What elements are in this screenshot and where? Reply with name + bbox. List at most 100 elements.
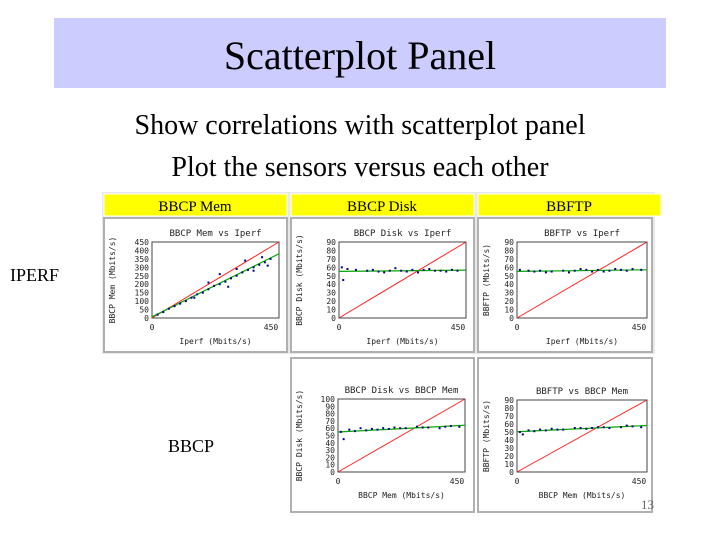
y-tick-label: 90 xyxy=(504,238,514,247)
data-point xyxy=(342,438,345,441)
data-point xyxy=(573,269,576,272)
data-point xyxy=(377,270,380,273)
data-point xyxy=(416,425,419,428)
y-tick-label: 70 xyxy=(326,255,336,264)
data-point xyxy=(404,427,407,430)
data-point xyxy=(388,269,391,272)
identity-line xyxy=(151,241,280,319)
y-tick-label: 0 xyxy=(509,468,514,477)
y-tick-label: 30 xyxy=(504,444,514,453)
data-point xyxy=(433,269,436,272)
data-point xyxy=(608,269,611,272)
data-point xyxy=(411,268,414,271)
data-point xyxy=(339,430,342,433)
data-point xyxy=(439,269,442,272)
data-point xyxy=(518,431,521,433)
column-header: BBFTP xyxy=(546,199,592,215)
x-tick-label: 0 xyxy=(337,323,342,332)
data-point xyxy=(201,291,204,294)
column-header: BBCP Disk xyxy=(347,199,417,215)
plot-axes xyxy=(337,398,466,473)
y-tick-label: 40 xyxy=(326,280,336,289)
plot-frame xyxy=(290,357,475,513)
title-bar: Scatterplot Panel xyxy=(54,18,666,88)
data-point xyxy=(421,426,424,429)
y-tick-label: 0 xyxy=(331,314,336,323)
x-tick-label: 0 xyxy=(150,323,155,332)
y-tick-label: 30 xyxy=(326,289,336,298)
data-point xyxy=(620,268,622,271)
data-point xyxy=(631,268,634,271)
y-axis-label: BBFTP (Mbits/s) xyxy=(482,244,491,316)
data-point xyxy=(342,279,345,281)
y-tick-label: 200 xyxy=(135,280,150,289)
data-point xyxy=(269,257,272,260)
y-tick-label: 0 xyxy=(509,314,514,323)
data-point xyxy=(353,430,356,433)
data-point xyxy=(193,296,196,299)
y-tick-label: 400 xyxy=(135,246,150,255)
data-point xyxy=(544,271,547,274)
x-tick-label: 0 xyxy=(515,323,520,332)
data-point xyxy=(354,268,357,271)
bullet-2: Plot the sensors versus each other xyxy=(171,152,549,183)
y-tick-label: 70 xyxy=(504,255,514,264)
data-point xyxy=(596,268,599,271)
data-point xyxy=(261,256,264,259)
row-label-bbcp: BBCP xyxy=(168,436,215,456)
plot-axes xyxy=(151,241,280,319)
data-point xyxy=(533,430,536,433)
x-tick-label: 450 xyxy=(264,323,279,332)
data-point xyxy=(179,302,182,305)
y-tick-label: 80 xyxy=(326,246,336,255)
y-tick-label: 450 xyxy=(135,238,150,247)
data-point xyxy=(620,426,622,429)
data-point xyxy=(224,280,227,283)
y-tick-label: 350 xyxy=(135,255,150,264)
fit-line xyxy=(337,424,466,433)
x-tick-label: 0 xyxy=(336,477,341,486)
plot-title: BBCP Mem vs Iperf xyxy=(169,229,261,239)
plot-frame xyxy=(477,357,653,513)
data-point xyxy=(190,296,193,299)
y-tick-label: 0 xyxy=(330,468,335,477)
x-tick-label: 450 xyxy=(632,323,647,332)
data-point xyxy=(562,269,565,272)
fit-line xyxy=(516,269,648,272)
data-point xyxy=(556,428,559,431)
column-header-bg xyxy=(290,193,475,217)
plot-title: BBCP Disk vs Iperf xyxy=(354,229,452,239)
plot-axes xyxy=(516,399,648,473)
data-point xyxy=(359,427,362,430)
data-point xyxy=(162,311,165,314)
x-tick-label: 450 xyxy=(450,477,465,486)
fit-line xyxy=(338,269,467,272)
data-point xyxy=(252,266,255,269)
data-point xyxy=(218,273,221,276)
data-point xyxy=(235,268,238,271)
data-point xyxy=(596,426,599,429)
data-point xyxy=(241,271,244,274)
data-point xyxy=(450,268,453,271)
data-point xyxy=(246,268,249,271)
x-axis-label: Iperf (Mbits/s) xyxy=(546,337,618,346)
data-point xyxy=(252,269,255,272)
x-tick-label: 450 xyxy=(632,477,647,486)
data-point xyxy=(184,300,187,303)
plot-title: BBFTP vs Iperf xyxy=(544,229,620,239)
data-point xyxy=(400,269,403,272)
data-point xyxy=(625,269,628,272)
y-tick-label: 80 xyxy=(325,410,335,419)
data-point xyxy=(625,424,628,427)
data-point xyxy=(585,427,588,430)
data-point xyxy=(562,428,565,431)
y-tick-label: 90 xyxy=(326,238,336,247)
data-point xyxy=(235,274,238,277)
y-tick-label: 300 xyxy=(135,263,150,272)
y-tick-label: 10 xyxy=(504,460,514,469)
data-point xyxy=(263,261,266,264)
y-tick-label: 20 xyxy=(326,297,336,306)
y-tick-label: 80 xyxy=(504,246,514,255)
data-point xyxy=(449,425,452,428)
